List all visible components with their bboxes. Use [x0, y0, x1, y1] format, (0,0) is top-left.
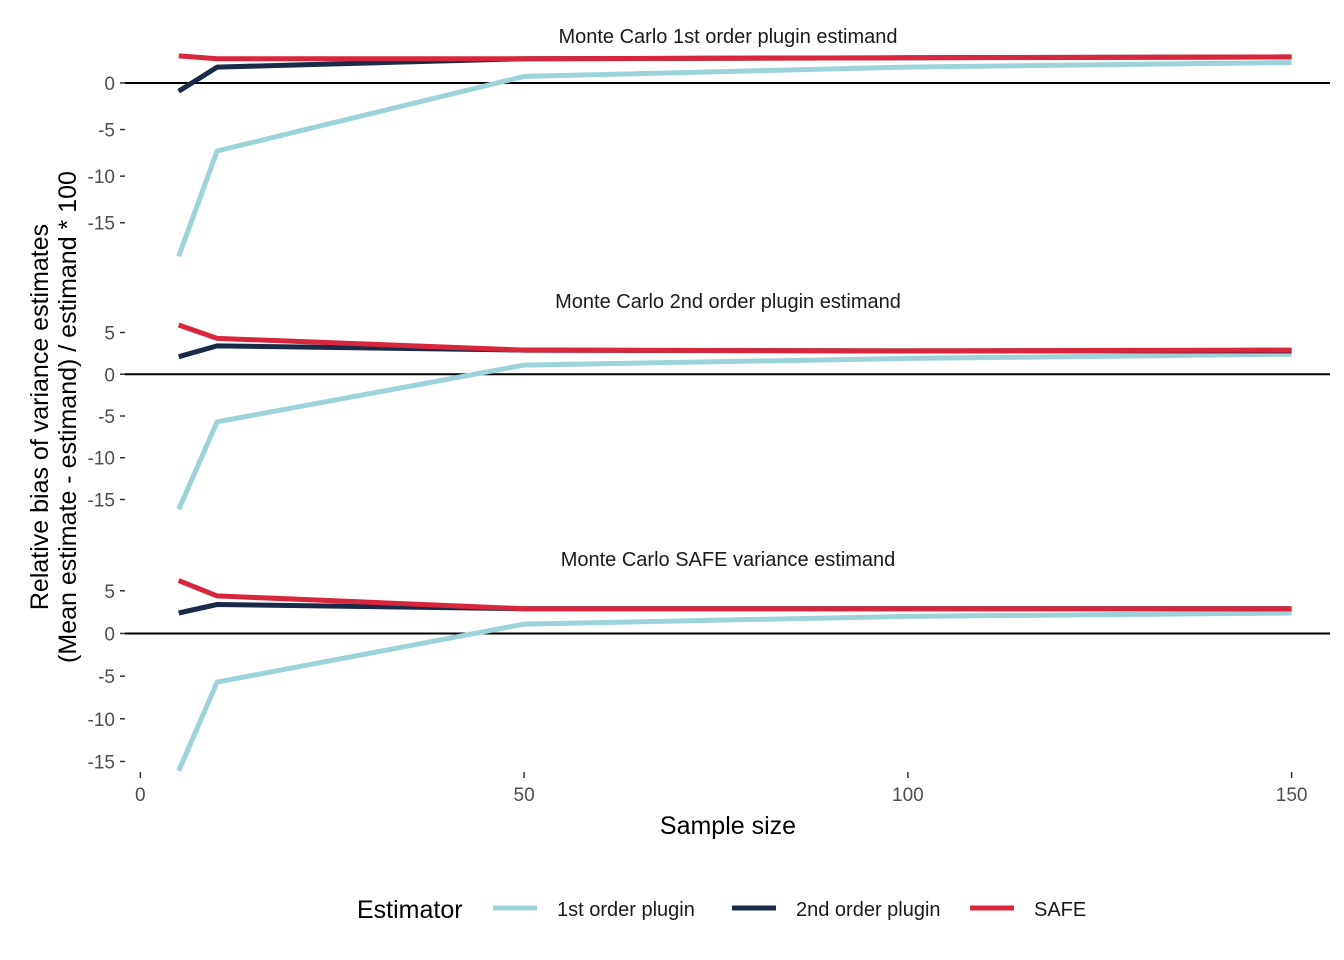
y-tick-label: 5	[104, 324, 115, 345]
series-line-safe	[177, 322, 1292, 354]
series-line-1st-order-plugin	[176, 60, 1292, 258]
x-tick-label: 50	[514, 785, 535, 806]
y-tick-label: -15	[88, 214, 115, 235]
y-tick-label: 0	[104, 624, 115, 645]
legend-label-2nd-order-plugin: 2nd order plugin	[796, 899, 941, 921]
x-tick-label: 100	[892, 785, 924, 806]
legend: Estimator 1st order plugin 2nd order plug…	[357, 896, 1086, 924]
y-axis-title: Relative bias of variance estimates (Mea…	[26, 171, 82, 663]
y-tick-label: -5	[98, 407, 115, 428]
panel-title: Monte Carlo 2nd order plugin estimand	[555, 291, 901, 313]
x-axis: 0 50 100 150	[135, 772, 1307, 806]
panels-layer: Monte Carlo 1st order plugin estimand 0 -5…	[88, 26, 1330, 773]
y-tick-label: -10	[88, 167, 115, 188]
y-tick-label: -5	[98, 121, 115, 142]
legend-label-safe: SAFE	[1034, 899, 1086, 921]
y-tick-label: 0	[104, 365, 115, 386]
y-axis-title-line2: (Mean estimate - estimand) / estimand * …	[54, 171, 82, 663]
legend-label-1st-order-plugin: 1st order plugin	[557, 899, 695, 921]
x-tick-label: 0	[135, 785, 146, 806]
panel-title: Monte Carlo 1st order plugin estimand	[558, 26, 897, 48]
panel-2: Monte Carlo 2nd order plugin estimand 5 0 -…	[88, 291, 1330, 511]
panel-title: Monte Carlo SAFE variance estimand	[561, 549, 896, 571]
series-line-safe	[178, 53, 1292, 62]
panel-3: Monte Carlo SAFE variance estimand 5 0 -5 -1…	[88, 549, 1330, 773]
legend-title: Estimator	[357, 896, 463, 924]
y-tick-label: -5	[98, 667, 115, 688]
y-tick-label: -10	[88, 710, 115, 731]
y-tick-label: 0	[104, 74, 115, 95]
series-line-1st-order-plugin	[176, 610, 1292, 772]
panel-1: Monte Carlo 1st order plugin estimand 0 -5…	[88, 26, 1330, 258]
y-tick-label: -15	[88, 490, 115, 511]
series-line-safe	[177, 578, 1292, 612]
y-tick-label: -15	[88, 752, 115, 773]
y-axis-title-line1: Relative bias of variance estimates	[26, 224, 54, 610]
y-tick-label: -10	[88, 449, 115, 470]
y-tick-label: 5	[104, 582, 115, 603]
series-line-1st-order-plugin	[176, 351, 1292, 511]
x-tick-label: 150	[1276, 785, 1308, 806]
x-axis-title: Sample size	[660, 812, 796, 840]
